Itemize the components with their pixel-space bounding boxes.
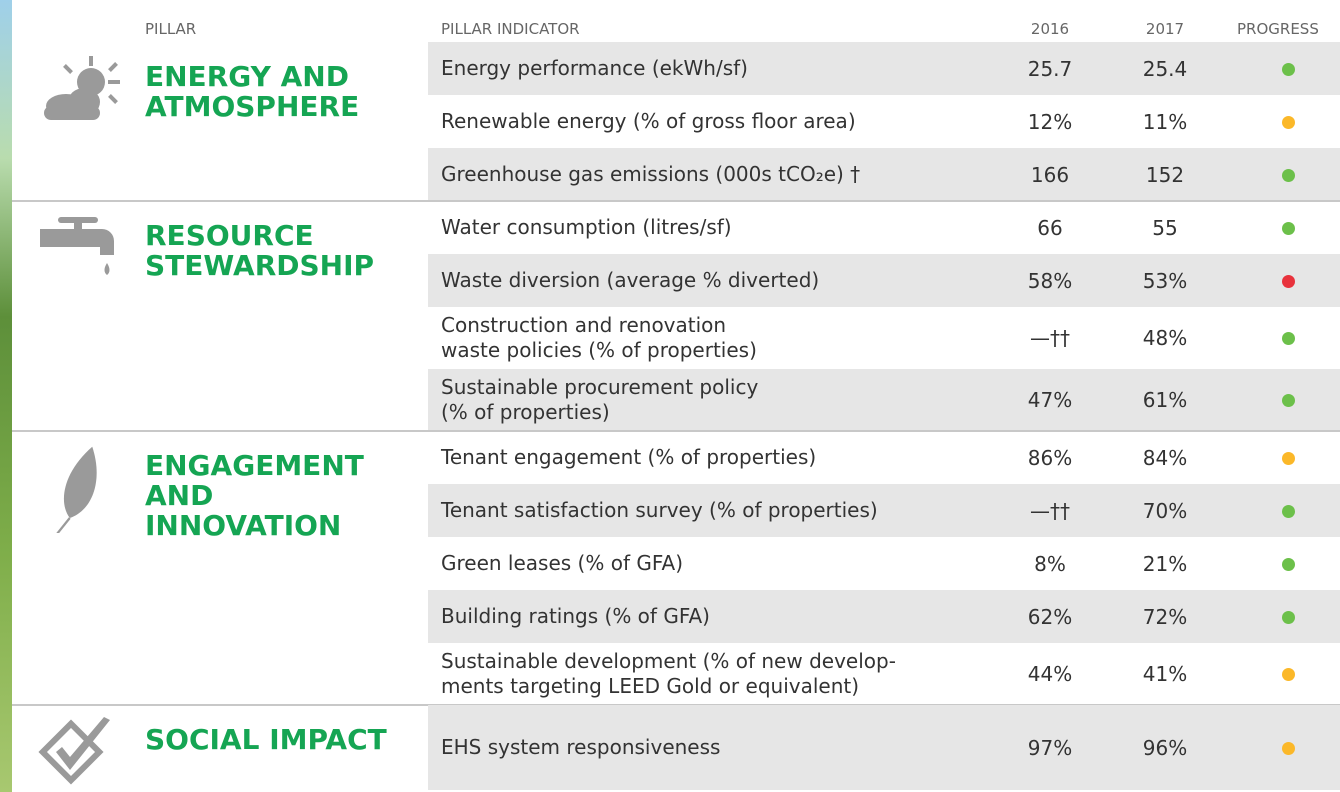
header-year: 2016 [1000,20,1100,38]
header-year: 2017 [1115,20,1215,38]
indicator: EHS system responsiveness [441,735,720,760]
progress-dot [1282,116,1295,129]
pillar-name: SOCIAL IMPACT [145,725,387,755]
value-2016: —†† [1000,499,1100,523]
progress-dot [1282,558,1295,571]
indicator: Green leases (% of GFA) [441,551,683,576]
value-2017: 70% [1115,499,1215,523]
progress-dot [1282,611,1295,624]
indicator: Greenhouse gas emissions (000s tCO₂e) † [441,162,860,187]
indicator: Construction and renovation waste polici… [441,313,757,363]
indicator: Waste diversion (average % diverted) [441,268,819,293]
indicator: Building ratings (% of GFA) [441,604,710,629]
pillar-name: ENGAGEMENT AND INNOVATION [145,451,364,541]
progress-dot [1282,275,1295,288]
value-2016: 97% [1000,736,1100,760]
progress-dot [1282,222,1295,235]
value-2017: 53% [1115,269,1215,293]
value-2016: 62% [1000,605,1100,629]
value-2017: 61% [1115,388,1215,412]
value-2017: 21% [1115,552,1215,576]
pillar-icon [36,54,126,124]
value-2017: 96% [1115,736,1215,760]
pillar-name: RESOURCE STEWARDSHIP [145,221,374,281]
indicator: Water consumption (litres/sf) [441,215,732,240]
pillar-icon [36,717,126,787]
pillar-icon [36,213,126,283]
value-2017: 84% [1115,446,1215,470]
value-2016: 8% [1000,552,1100,576]
pillar-icon [36,443,126,533]
progress-dot [1282,169,1295,182]
header-indicator: PILLAR INDICATOR [441,20,580,38]
value-2016: —†† [1000,326,1100,350]
value-2017: 55 [1115,216,1215,240]
progress-dot [1282,63,1295,76]
value-2016: 44% [1000,662,1100,686]
value-2016: 25.7 [1000,57,1100,81]
header-pillar: PILLAR [145,20,196,38]
indicator: Renewable energy (% of gross floor area) [441,109,856,134]
value-2016: 12% [1000,110,1100,134]
value-2017: 72% [1115,605,1215,629]
indicator: Tenant satisfaction survey (% of propert… [441,498,878,523]
progress-dot [1282,394,1295,407]
value-2017: 11% [1115,110,1215,134]
progress-dot [1282,452,1295,465]
progress-dot [1282,332,1295,345]
background-photo [0,0,12,792]
indicator: Tenant engagement (% of properties) [441,445,816,470]
page: PILLAR PILLAR INDICATOR 2016 2017 PROGRE… [0,0,1340,792]
value-2016: 47% [1000,388,1100,412]
value-2017: 48% [1115,326,1215,350]
value-2016: 166 [1000,163,1100,187]
value-2016: 86% [1000,446,1100,470]
value-2017: 152 [1115,163,1215,187]
header-progress: PROGRESS [1237,20,1319,38]
indicator: Energy performance (ekWh/sf) [441,56,748,81]
value-2017: 41% [1115,662,1215,686]
progress-dot [1282,742,1295,755]
indicator: Sustainable development (% of new develo… [441,649,896,699]
progress-dot [1282,668,1295,681]
value-2016: 58% [1000,269,1100,293]
pillar-name: ENERGY AND ATMOSPHERE [145,62,359,122]
indicator: Sustainable procurement policy (% of pro… [441,375,758,425]
progress-dot [1282,505,1295,518]
value-2016: 66 [1000,216,1100,240]
value-2017: 25.4 [1115,57,1215,81]
